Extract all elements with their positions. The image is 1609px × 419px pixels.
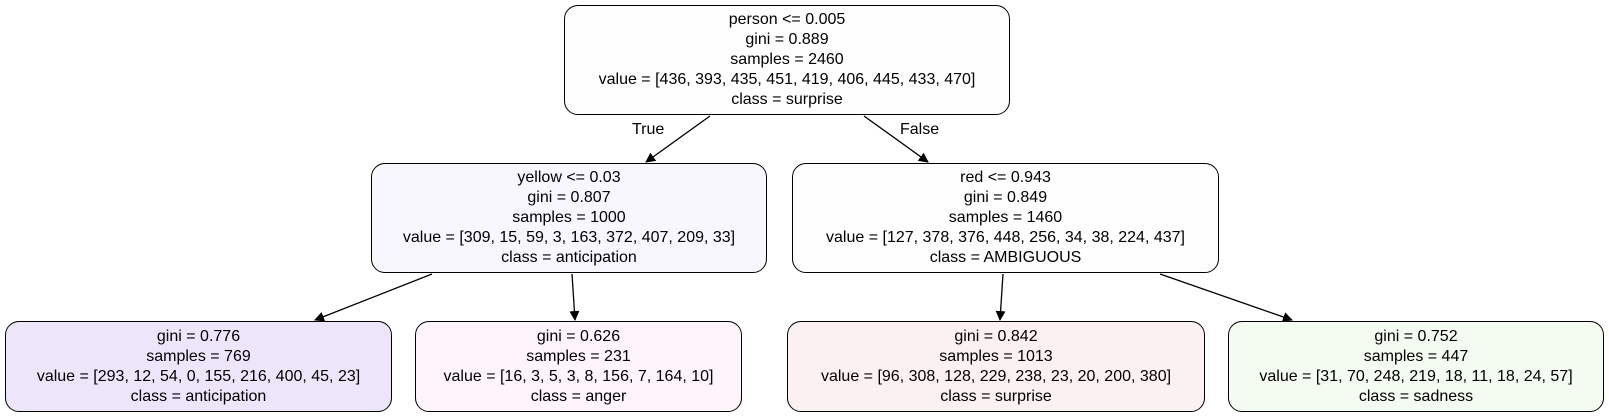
node-gini: gini = 0.842 xyxy=(954,327,1038,345)
node-class: class = anticipation xyxy=(130,387,267,405)
edge-right-to-right-right xyxy=(1159,273,1293,322)
node-class: class = surprise xyxy=(731,91,843,108)
node-value: value = [127, 378, 376, 448, 256, 34, 38… xyxy=(826,229,1185,246)
node-class: class = anticipation xyxy=(501,249,637,266)
edge-label-true: True xyxy=(632,121,665,138)
node-value: value = [16, 3, 5, 3, 8, 156, 7, 164, 10… xyxy=(443,367,714,385)
node-class: class = surprise xyxy=(940,387,1052,405)
node-value: value = [31, 70, 248, 219, 18, 11, 18, 2… xyxy=(1259,367,1573,385)
tree-leaf-right-left: gini = 0.842 samples = 1013 value = [96,… xyxy=(787,321,1205,412)
node-gini: gini = 0.626 xyxy=(536,327,621,345)
node-gini: gini = 0.776 xyxy=(156,327,241,345)
node-value: value = [96, 308, 128, 229, 238, 23, 20,… xyxy=(820,367,1172,385)
node-gini: gini = 0.889 xyxy=(745,31,829,48)
node-samples: samples = 2460 xyxy=(730,51,844,68)
edge-left-to-left-left xyxy=(314,273,433,322)
node-samples: samples = 231 xyxy=(526,347,631,365)
node-samples: samples = 1000 xyxy=(512,209,626,226)
edge-root-to-left xyxy=(645,115,711,163)
node-split-rule: person <= 0.005 xyxy=(728,11,846,28)
tree-node-left: yellow <= 0.03 gini = 0.807 samples = 10… xyxy=(371,163,767,273)
node-split-rule: yellow <= 0.03 xyxy=(517,169,621,186)
tree-node-root: person <= 0.005 gini = 0.889 samples = 2… xyxy=(564,5,1010,115)
node-value: value = [436, 393, 435, 451, 419, 406, 4… xyxy=(598,71,976,88)
node-class: class = sadness xyxy=(1358,387,1474,405)
node-samples: samples = 447 xyxy=(1363,347,1469,365)
node-gini: gini = 0.849 xyxy=(963,189,1048,206)
tree-node-right: red <= 0.943 gini = 0.849 samples = 1460… xyxy=(792,163,1219,273)
node-samples: samples = 1013 xyxy=(939,347,1053,365)
node-value: value = [309, 15, 59, 3, 163, 372, 407, … xyxy=(402,229,736,246)
node-samples: samples = 1460 xyxy=(948,209,1063,226)
edge-label-false: False xyxy=(900,121,940,138)
edge-right-to-right-left xyxy=(995,273,1006,321)
tree-leaf-left-left: gini = 0.776 samples = 769 value = [293,… xyxy=(5,321,392,412)
tree-leaf-left-right: gini = 0.626 samples = 231 value = [16, … xyxy=(415,321,742,412)
tree-leaf-right-right: gini = 0.752 samples = 447 value = [31, … xyxy=(1228,321,1604,412)
node-value: value = [293, 12, 54, 0, 155, 216, 400, … xyxy=(36,367,361,385)
node-gini: gini = 0.752 xyxy=(1374,327,1458,345)
edge-root-to-right xyxy=(863,115,929,163)
node-class: class = AMBIGUOUS xyxy=(929,249,1082,266)
node-split-rule: red <= 0.943 xyxy=(960,169,1051,186)
node-samples: samples = 769 xyxy=(146,347,251,365)
node-gini: gini = 0.807 xyxy=(527,189,611,206)
node-class: class = anger xyxy=(530,387,627,405)
edge-left-to-left-right xyxy=(569,273,580,321)
